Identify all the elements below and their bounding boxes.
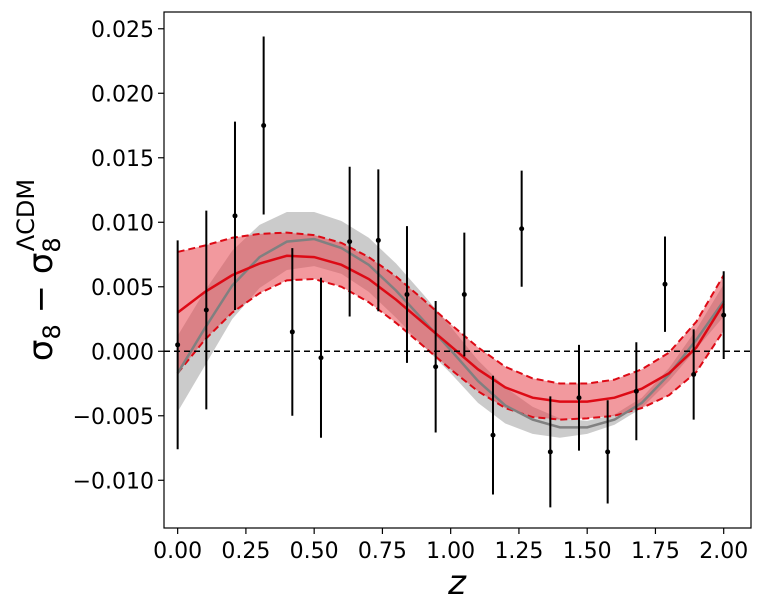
data-point-7 [347, 239, 353, 245]
plot-frame [163, 11, 752, 529]
y-tick-label-4: 0.005 [91, 276, 154, 301]
y-label-sigma-ref-sup: ΛCDM [12, 179, 40, 251]
y-label-sigma: σ [21, 340, 61, 362]
data-point-15 [576, 395, 582, 401]
x-axis-label: z [447, 563, 467, 603]
y-label-minus: − [21, 274, 61, 324]
x-tick-label-5: 1.00 [426, 539, 475, 564]
y-tick-label-5: 0.010 [91, 211, 154, 236]
y-label-sigma-sub: 8 [38, 324, 66, 339]
y-tick-label-7: 0.020 [91, 82, 154, 107]
data-point-5 [289, 329, 295, 335]
data-point-9 [404, 292, 410, 298]
x-tick-label-6: 1.25 [494, 539, 543, 564]
x-tick-label-2: 0.25 [221, 539, 270, 564]
data-point-4 [261, 123, 267, 129]
y-tick-label-1: −0.010 [73, 469, 154, 494]
data-point-13 [519, 226, 525, 232]
y-tick-label-8: 0.025 [91, 18, 154, 43]
data-point-17 [633, 388, 639, 394]
y-tick-label-2: −0.005 [73, 405, 154, 430]
data-point-16 [605, 449, 611, 455]
data-point-11 [461, 292, 467, 298]
data-point-6 [318, 355, 324, 361]
data-point-8 [375, 237, 381, 243]
x-tick-label-1: 0.00 [153, 539, 202, 564]
data-point-19 [691, 371, 697, 377]
data-point-10 [433, 364, 439, 370]
confidence-band-2 [177, 232, 724, 420]
y-tick-label-3: 0.000 [91, 340, 154, 365]
data-point-1 [175, 342, 181, 348]
data-point-18 [662, 281, 668, 287]
y-axis-label: σ8 − σ8ΛCDM [12, 179, 66, 361]
x-tick-label-4: 0.75 [358, 539, 407, 564]
data-point-14 [547, 449, 553, 455]
x-tick-label-9: 2.00 [699, 539, 748, 564]
mean-curve-2 [176, 254, 725, 403]
x-tick-label-3: 0.50 [290, 539, 339, 564]
y-tick-label-6: 0.015 [91, 147, 154, 172]
band-upper-dashed-edge [177, 231, 725, 385]
band-lower-dashed-edge [176, 278, 725, 421]
mean-curve-1 [176, 237, 725, 429]
y-label-sigma-ref: σ [21, 253, 61, 275]
data-point-20 [721, 312, 727, 318]
data-layer [164, 36, 751, 508]
x-tick-label-8: 1.75 [631, 539, 680, 564]
data-point-3 [232, 213, 238, 219]
data-point-12 [490, 432, 496, 438]
y-label-sigma-ref-sub: 8 [38, 237, 66, 252]
x-tick-label-7: 1.50 [563, 539, 612, 564]
axes-layer: 0.00 0.25 0.50 0.75 1.00 1.25 1.50 1.75 2.00 −0.0… [73, 18, 749, 564]
data-point-2 [203, 307, 209, 313]
